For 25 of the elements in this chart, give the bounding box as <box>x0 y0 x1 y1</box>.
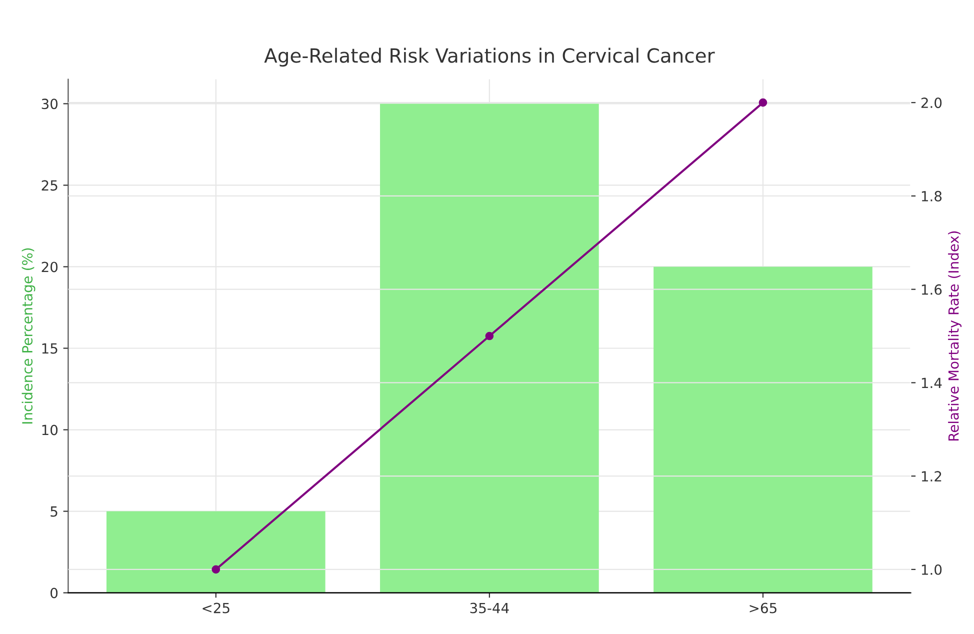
y-tick-label: 30 <box>42 98 58 110</box>
y-tick-label: 20 <box>42 262 58 272</box>
y2-tick-label: 1.2 <box>922 471 942 482</box>
y2-tick-label: 1.8 <box>922 190 942 202</box>
y2-tick-label: 2.0 <box>921 98 942 108</box>
y-tick-label: 15 <box>42 343 58 354</box>
chart-title: Age-Related Risk Variations in Cervical Cancer <box>264 48 715 67</box>
y2-axis-title: Relative Mortality Rate (Index) <box>948 231 962 441</box>
x-tick-label: >65 <box>750 602 776 614</box>
point <box>212 565 220 574</box>
y-tick-label: 25 <box>42 180 58 191</box>
y2-tick-label: 1.6 <box>922 284 942 295</box>
y-tick-label: 10 <box>42 424 58 436</box>
y2-tick-label: 1.0 <box>922 564 942 575</box>
bar <box>106 511 326 593</box>
x-tick-label: <25 <box>202 602 230 614</box>
y-tick-label: 5 <box>50 506 58 517</box>
bar <box>654 266 872 593</box>
y2-tick-label: 1.4 <box>922 378 942 388</box>
y-tick-label: 0 <box>50 588 58 598</box>
bar <box>380 104 599 593</box>
y-axis-title: Incidence Percentage (%) <box>22 248 36 424</box>
x-tick-label: 35-44 <box>470 602 509 614</box>
point <box>485 332 494 340</box>
point <box>758 98 768 107</box>
